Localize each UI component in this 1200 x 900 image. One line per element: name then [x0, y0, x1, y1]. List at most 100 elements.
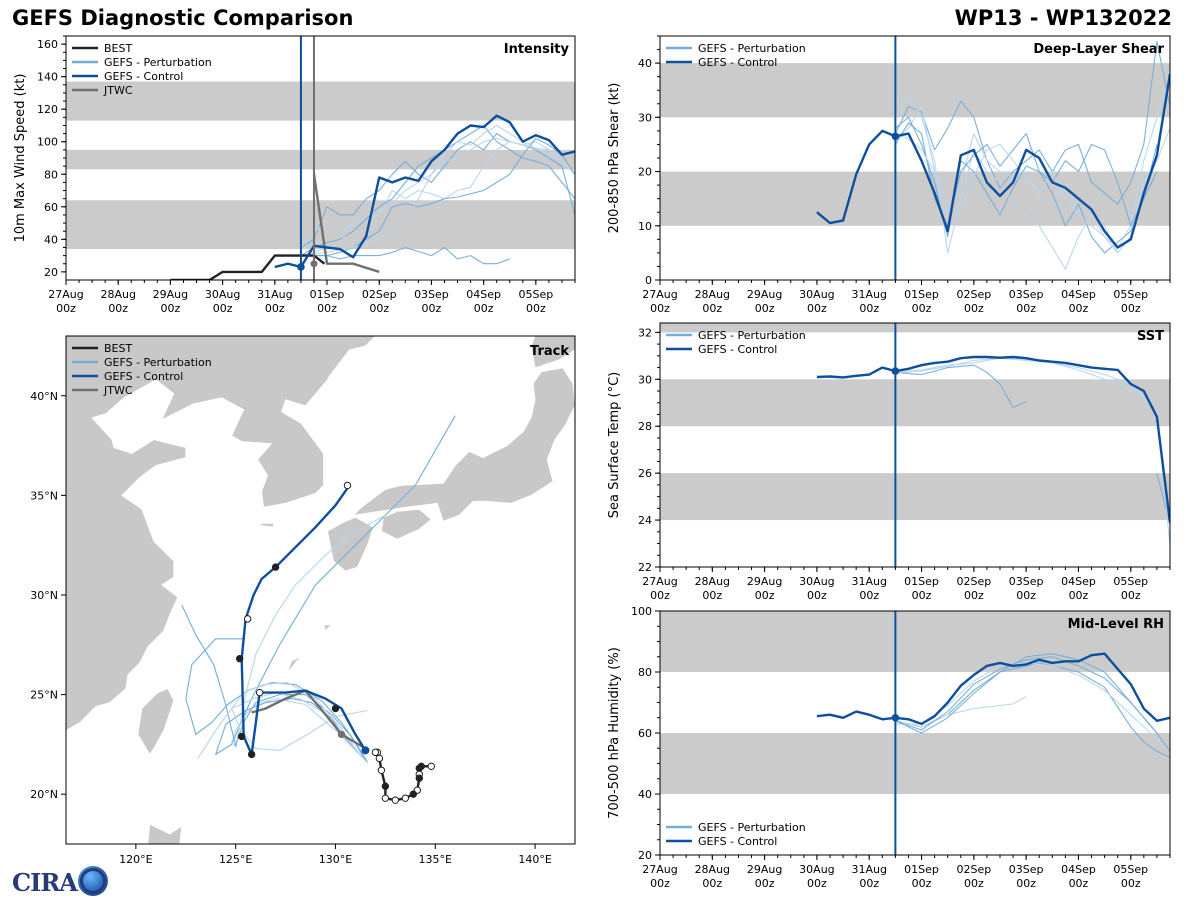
track-marker — [381, 794, 390, 802]
shading-band — [660, 733, 1170, 794]
hokkaido — [530, 336, 575, 369]
y-tick-label: 60 — [638, 727, 652, 740]
x-tick-label: 00z — [265, 302, 285, 315]
track-marker — [271, 563, 280, 571]
y-axis-label: 10m Max Wind Speed (kt) — [13, 74, 28, 243]
lat-tick-label: 35°N — [30, 489, 58, 502]
y-axis-label: Sea Surface Temp (°C) — [607, 372, 622, 519]
shading-band — [66, 81, 575, 121]
x-tick-label: 05Sep — [518, 288, 553, 301]
legend-label: BEST — [104, 342, 132, 355]
x-tick-label: 31Aug — [851, 575, 886, 588]
y-tick-label: 60 — [44, 201, 58, 214]
x-tick-label: 28Aug — [695, 288, 730, 301]
panel-rh: 2040608010027Aug00z28Aug00z29Aug00z30Aug… — [607, 605, 1171, 890]
x-tick-label: 00z — [650, 302, 670, 315]
y-tick-label: 28 — [638, 420, 652, 433]
series-gefs-control — [816, 73, 1170, 249]
track-marker — [427, 762, 435, 771]
track-marker — [401, 794, 410, 802]
x-tick-label: 00z — [161, 302, 181, 315]
legend-label: GEFS - Perturbation — [104, 56, 212, 69]
series-gefs-perturbation — [300, 246, 510, 265]
panel-intensity: 2040608010012014016027Aug00z28Aug00z29Au… — [13, 35, 576, 315]
legend-label: GEFS - Perturbation — [698, 821, 806, 834]
tracks-group — [181, 415, 456, 804]
x-tick-label: 04Sep — [466, 288, 501, 301]
x-tick-label: 00z — [702, 302, 722, 315]
control-start-point — [361, 746, 370, 755]
x-tick-label: 00z — [1069, 589, 1089, 602]
track-marker — [255, 688, 264, 697]
y-tick-label: 120 — [37, 103, 58, 116]
y-tick-label: 40 — [638, 788, 652, 801]
legend-label: GEFS - Perturbation — [698, 329, 806, 342]
x-tick-label: 00z — [702, 589, 722, 602]
series-gefs-perturbation — [1156, 473, 1170, 525]
control-init-point — [891, 367, 900, 375]
x-tick-label: 00z — [807, 302, 827, 315]
track-gefs-perturbation — [185, 638, 368, 763]
x-tick-label: 00z — [1121, 302, 1141, 315]
x-tick-label: 29Aug — [153, 288, 188, 301]
legend-label: GEFS - Control — [698, 343, 777, 356]
track-marker — [381, 782, 390, 790]
jtwc-init-point — [310, 260, 318, 268]
x-tick-label: 27Aug — [642, 575, 677, 588]
legend-label: GEFS - Control — [104, 70, 183, 83]
shading-band — [660, 171, 1170, 226]
honshu — [352, 367, 575, 522]
x-tick-label: 28Aug — [695, 863, 730, 876]
amami — [322, 624, 333, 632]
y-tick-label: 100 — [37, 136, 58, 149]
x-tick-label: 00z — [1016, 877, 1036, 890]
x-tick-label: 00z — [650, 589, 670, 602]
track-marker — [337, 730, 346, 739]
jeju — [258, 522, 275, 528]
x-tick-label: 00z — [807, 589, 827, 602]
y-tick-label: 20 — [638, 849, 652, 862]
x-tick-label: 30Aug — [799, 575, 834, 588]
shading-band — [660, 63, 1170, 118]
legend-label: JTWC — [103, 384, 133, 397]
x-tick-label: 30Aug — [799, 288, 834, 301]
lat-tick-label: 40°N — [30, 390, 58, 403]
x-tick-label: 00z — [964, 302, 984, 315]
panel-title: Mid-Level RH — [1068, 617, 1164, 632]
legend-label: GEFS - Perturbation — [698, 42, 806, 55]
series-gefs-perturbation — [895, 695, 1027, 728]
panel-sst: 22242628303227Aug00z28Aug00z29Aug00z30Au… — [607, 322, 1171, 602]
panel-title: SST — [1137, 329, 1164, 344]
x-tick-label: 02Sep — [362, 288, 397, 301]
x-tick-label: 00z — [859, 589, 879, 602]
track-marker — [409, 790, 418, 798]
x-tick-label: 30Aug — [799, 863, 834, 876]
track-best — [375, 751, 432, 802]
y-tick-label: 160 — [37, 38, 58, 51]
legend-label: GEFS - Control — [104, 370, 183, 383]
y-tick-label: 20 — [638, 166, 652, 179]
x-tick-label: 05Sep — [1113, 288, 1148, 301]
lat-tick-label: 20°N — [30, 788, 58, 801]
x-tick-label: 00z — [1069, 877, 1089, 890]
track-marker — [371, 748, 380, 757]
track-marker — [235, 655, 244, 663]
y-tick-label: 10 — [638, 220, 652, 233]
lon-tick-label: 120°E — [119, 853, 152, 866]
globe-icon — [78, 866, 108, 896]
x-tick-label: 00z — [1121, 589, 1141, 602]
x-tick-label: 00z — [912, 302, 932, 315]
track-marker — [377, 766, 386, 774]
y-tick-label: 20 — [44, 266, 58, 279]
x-tick-label: 00z — [474, 302, 494, 315]
track-gefs-perturbation — [231, 682, 368, 757]
x-tick-label: 29Aug — [747, 288, 782, 301]
plot-frame — [659, 322, 1171, 568]
shading-band — [660, 379, 1170, 427]
y-tick-label: 30 — [638, 111, 652, 124]
x-tick-label: 04Sep — [1061, 288, 1096, 301]
map-frame — [65, 335, 576, 845]
x-tick-label: 29Aug — [747, 575, 782, 588]
legend-label: GEFS - Perturbation — [104, 356, 212, 369]
x-tick-label: 01Sep — [904, 288, 939, 301]
